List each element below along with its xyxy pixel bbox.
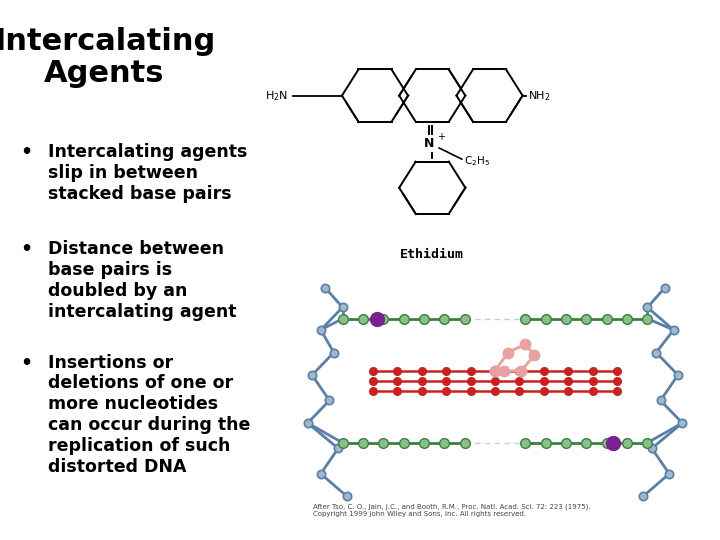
Text: Distance between
base pairs is
doubled by an
intercalating agent: Distance between base pairs is doubled b… (48, 240, 236, 321)
Text: N: N (423, 137, 434, 150)
Text: Intercalating
Agents: Intercalating Agents (0, 27, 215, 89)
Text: Intercalating agents
slip in between
stacked base pairs: Intercalating agents slip in between sta… (48, 143, 247, 202)
Text: Ethidium: Ethidium (400, 248, 464, 261)
Text: •: • (20, 143, 32, 162)
Text: •: • (20, 240, 32, 259)
Text: After Tso, C. O., Jain, J.C., and Booth, R.M., Proc. Natl. Acad. Sci. 72: 223 (1: After Tso, C. O., Jain, J.C., and Booth,… (313, 503, 591, 517)
Text: NH$_2$: NH$_2$ (528, 89, 550, 103)
Text: •: • (20, 354, 32, 373)
Text: C$_2$H$_5$: C$_2$H$_5$ (464, 154, 490, 167)
Text: H$_2$N: H$_2$N (265, 89, 288, 103)
Text: +: + (437, 132, 445, 142)
Text: Insertions or
deletions of one or
more nucleotides
can occur during the
replicat: Insertions or deletions of one or more n… (48, 354, 250, 476)
